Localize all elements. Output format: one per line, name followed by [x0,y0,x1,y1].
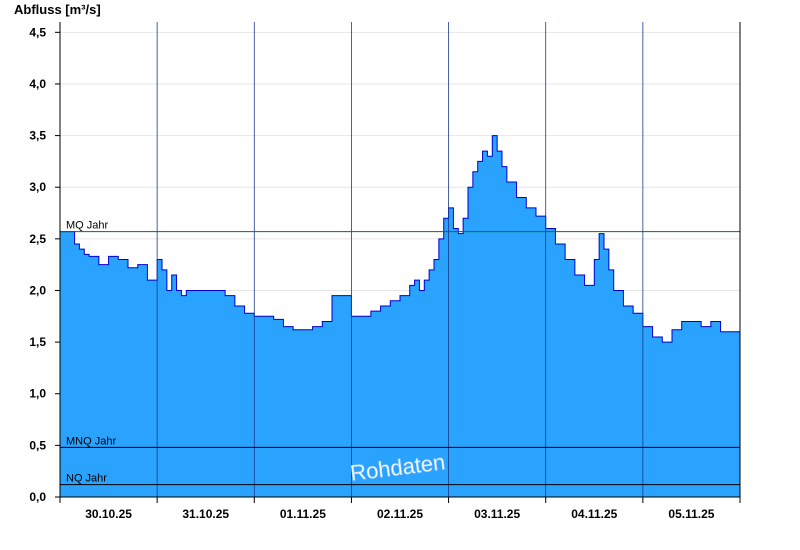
x-tick-label: 02.11.25 [377,507,423,521]
y-tick-label: 2,5 [29,232,46,246]
day-boundaries [156,22,644,497]
reference-line-label: MQ Jahr [66,220,109,232]
data-series [60,135,741,497]
y-tick-label: 0,5 [29,438,46,452]
reference-line-label: MNQ Jahr [66,435,116,447]
x-tick-label: 05.11.25 [668,507,714,521]
y-tick-label: 3,0 [29,180,46,194]
y-axis-title: Abfluss [m³/s] [14,2,101,17]
y-tick-label: 3,5 [29,129,46,143]
x-tick-label: 03.11.25 [474,507,520,521]
x-ticks: 30.10.25 31.10.25 01.11.25 02.11.25 03.11.25… [59,497,741,521]
y-tick-label: 4,0 [29,77,46,91]
reference-line-label: NQ Jahr [66,473,107,485]
y-tick-label: 1,0 [29,387,46,401]
x-tick-label: 31.10.25 [182,507,229,521]
y-tick-label: 0,0 [29,490,46,504]
reference-lines: MQ Jahr MNQ Jahr NQ Jahr [60,220,740,486]
y-tick-label: 4,5 [29,25,46,39]
y-tick-label: 2,0 [29,283,46,297]
series-line [60,135,741,343]
y-tick-label: 1,5 [29,335,46,349]
x-tick-label: 30.10.25 [85,507,132,521]
y-ticks: 0,0 0,5 1,0 1,5 2,0 2,5 3,0 3,5 4,0 4,5 [29,25,60,504]
x-tick-label: 01.11.25 [280,507,326,521]
x-tick-label: 04.11.25 [571,507,617,521]
series-area [60,135,740,497]
axes [59,22,741,498]
